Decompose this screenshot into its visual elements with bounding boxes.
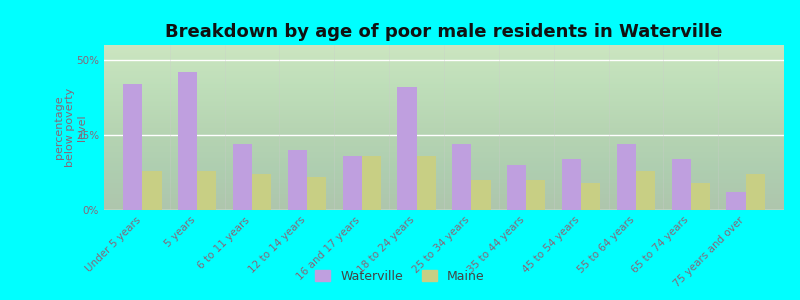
Bar [142, 171, 162, 210]
Bar [671, 159, 690, 210]
Bar [452, 144, 471, 210]
Bar [507, 165, 526, 210]
Bar [417, 156, 436, 210]
Bar [288, 150, 307, 210]
Bar [581, 183, 600, 210]
Bar [726, 192, 746, 210]
Bar [526, 180, 546, 210]
Bar [198, 171, 217, 210]
Bar [362, 156, 381, 210]
Title: Breakdown by age of poor male residents in Waterville: Breakdown by age of poor male residents … [166, 23, 722, 41]
Bar [178, 72, 198, 210]
Bar [746, 174, 765, 210]
Bar [307, 177, 326, 210]
Bar [636, 171, 655, 210]
Bar [690, 183, 710, 210]
Bar [252, 174, 271, 210]
Bar [471, 180, 490, 210]
Legend: Waterville, Maine: Waterville, Maine [310, 265, 490, 288]
Bar [233, 144, 252, 210]
Bar [342, 156, 362, 210]
Bar [617, 144, 636, 210]
Bar [123, 84, 142, 210]
Bar [398, 87, 417, 210]
Y-axis label: percentage
below poverty
level: percentage below poverty level [54, 88, 87, 167]
Bar [562, 159, 581, 210]
